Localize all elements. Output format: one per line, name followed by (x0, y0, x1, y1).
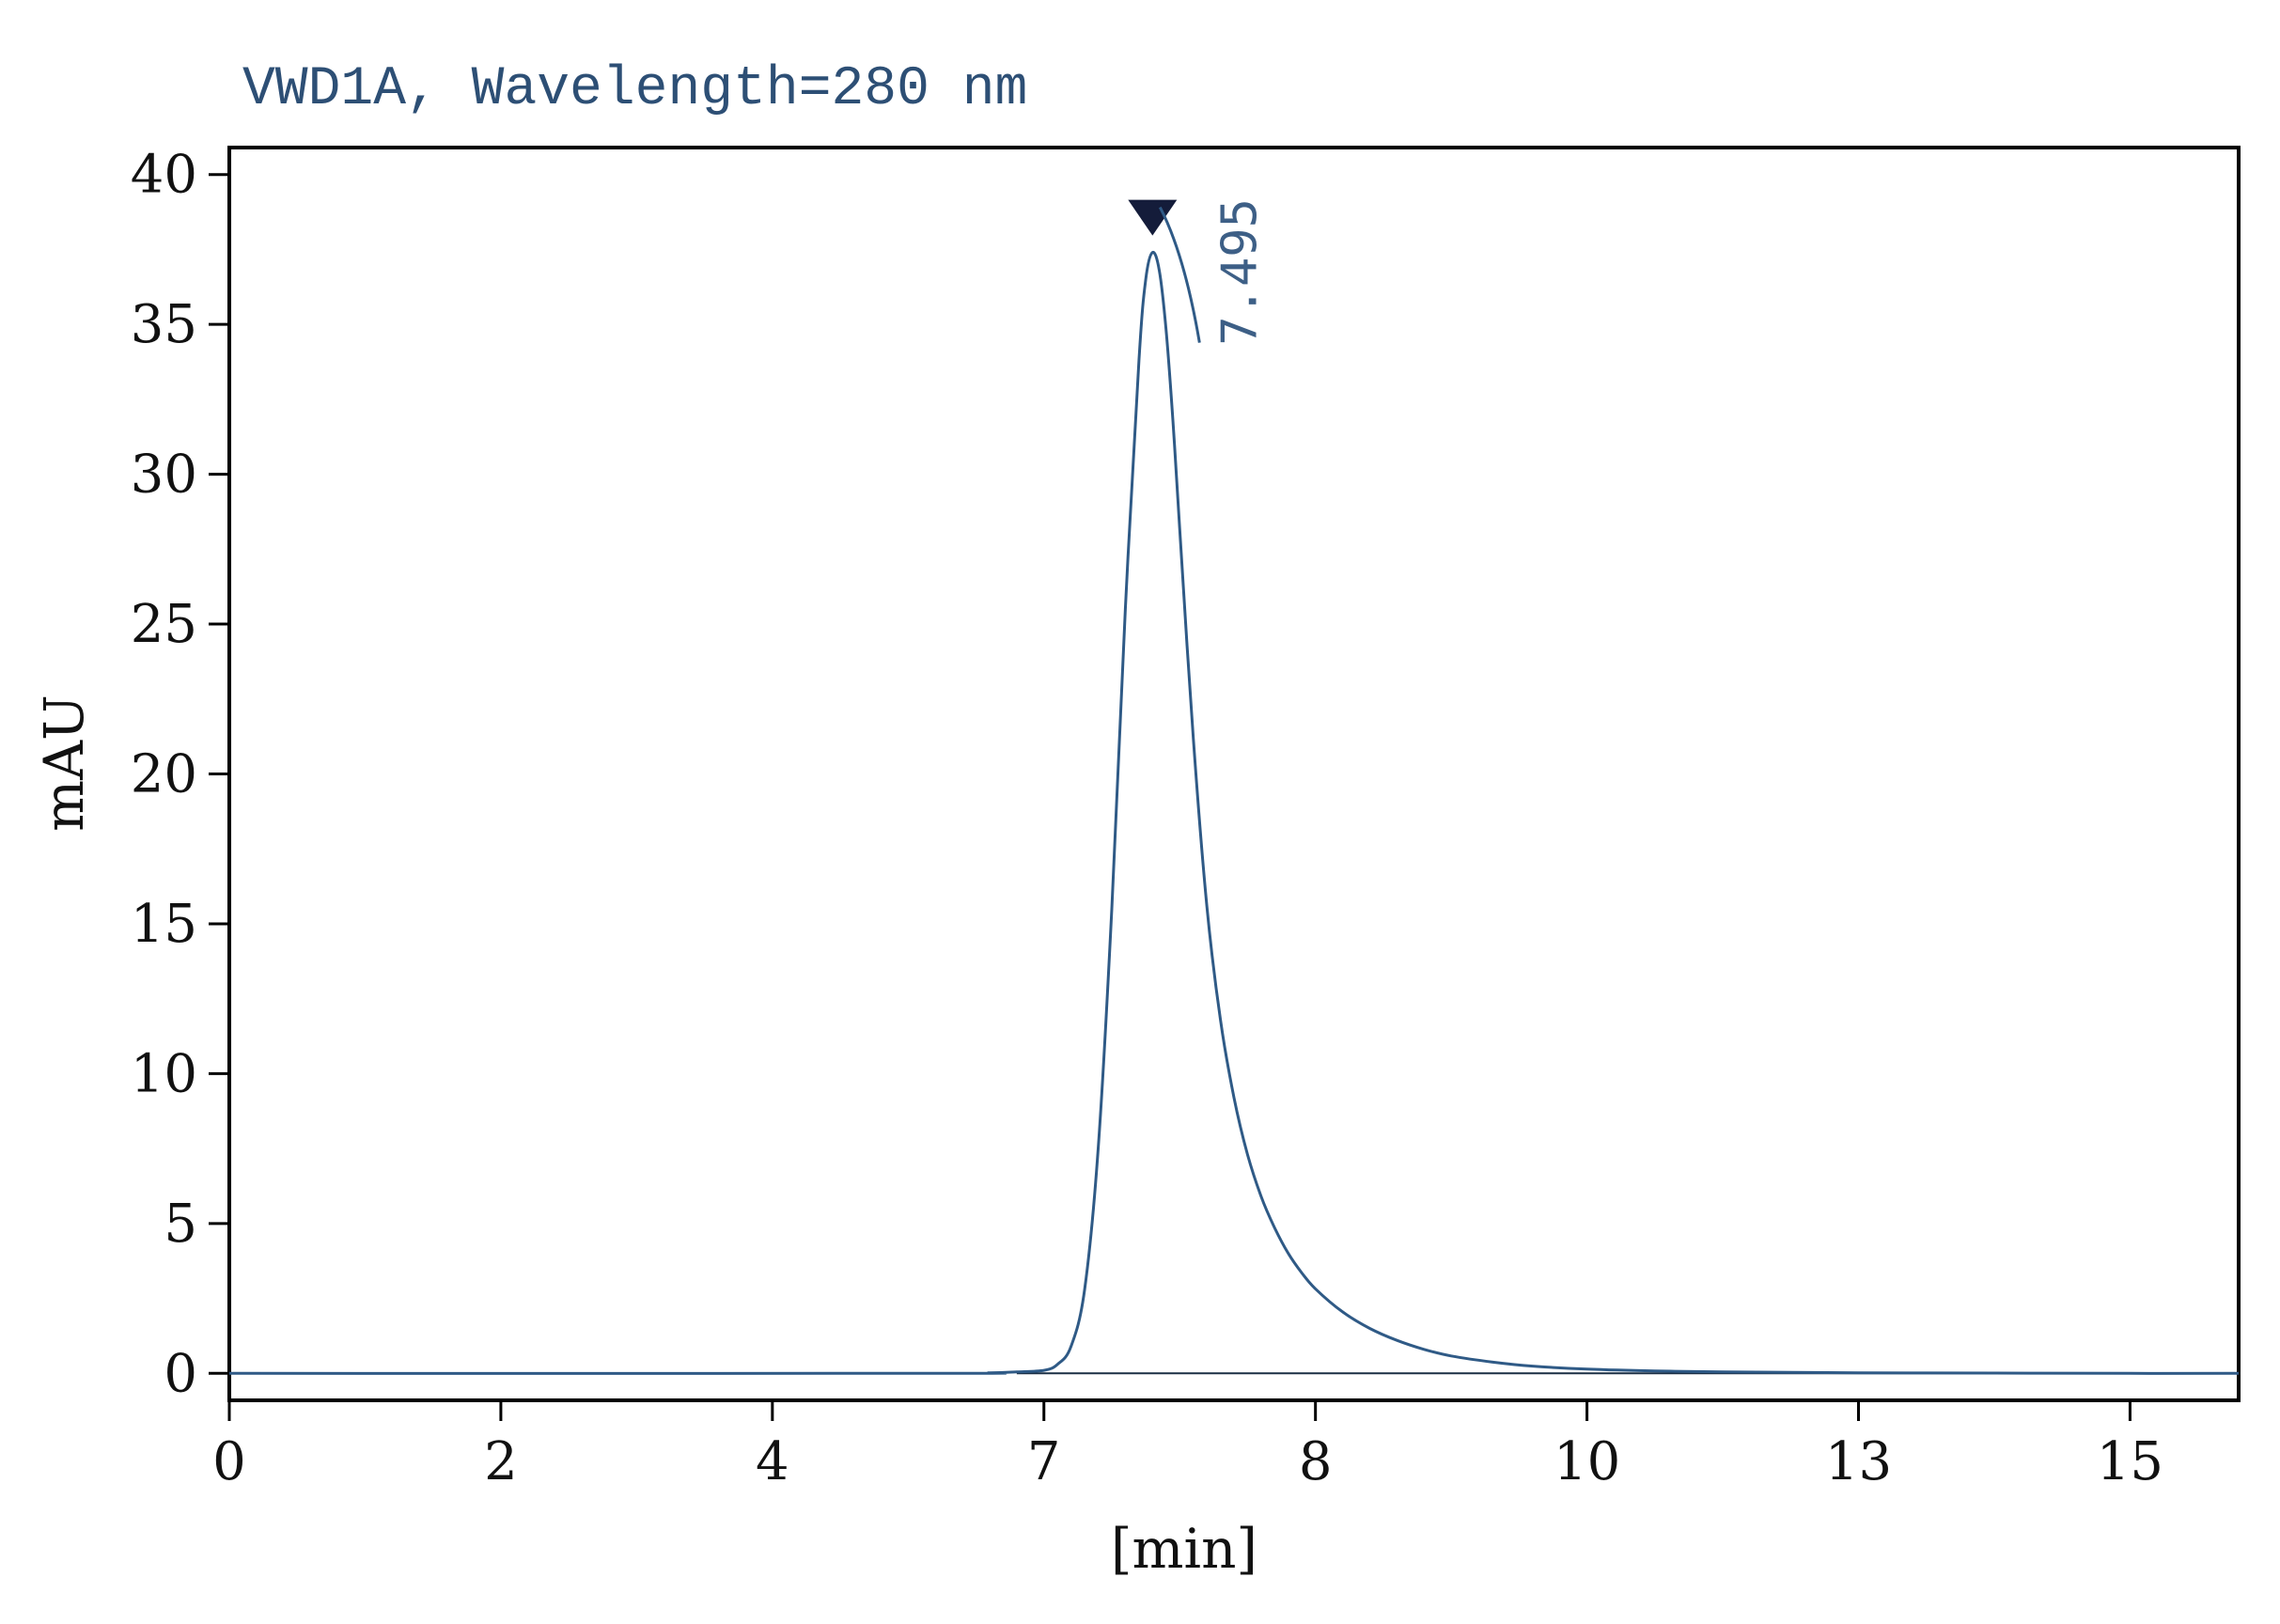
x-axis-title: [min] (1111, 1517, 1257, 1581)
y-tick-label: 30 (131, 445, 197, 506)
x-tick-label: 15 (2097, 1431, 2163, 1492)
y-tick-label: 0 (164, 1343, 197, 1404)
signal-trace (228, 250, 2240, 1375)
chart-title: VWD1A, Wavelength=280 nm (242, 59, 1027, 120)
y-tick-label: 20 (131, 744, 197, 805)
y-tick-label: 25 (131, 594, 197, 655)
y-axis-title: mAU (32, 695, 96, 832)
y-tick-label: 40 (131, 145, 197, 206)
x-tick-label: 8 (1299, 1431, 1333, 1492)
y-tick-label: 35 (131, 294, 197, 355)
peak-leader-line (1158, 206, 1201, 343)
peak-marker-icon (1128, 199, 1178, 236)
x-tick-label: 4 (756, 1431, 789, 1492)
x-tick-label: 13 (1825, 1431, 1892, 1492)
y-tick-label: 10 (131, 1043, 197, 1104)
x-tick-label: 2 (484, 1431, 518, 1492)
x-tick-label: 10 (1554, 1431, 1620, 1492)
x-tick-label: 7 (1027, 1431, 1061, 1492)
peak-retention-label: 7.495 (1211, 198, 1268, 346)
y-tick-label: 5 (164, 1194, 197, 1255)
x-tick-label: 0 (212, 1431, 246, 1492)
plot-area: 0 5 10 15 20 25 30 35 40 0 2 4 7 8 10 13 15 7.495 (131, 145, 2241, 1492)
y-tick-label: 15 (131, 894, 197, 955)
